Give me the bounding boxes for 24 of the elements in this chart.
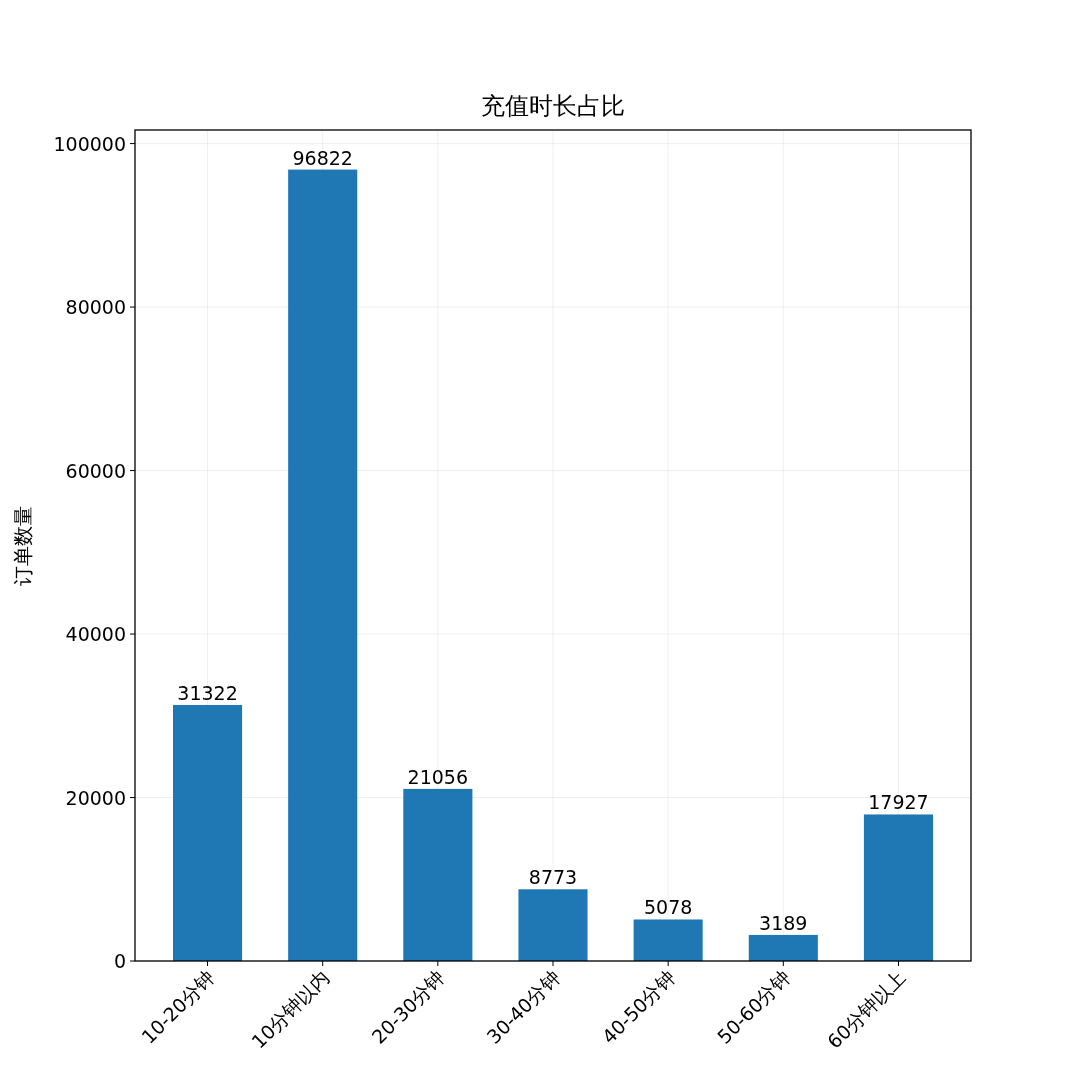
data-label: 5078 xyxy=(643,896,693,919)
x-tick-label: 60分钟以上 xyxy=(822,966,910,1053)
bar xyxy=(288,169,358,961)
bar xyxy=(403,788,473,961)
data-label: 17927 xyxy=(868,791,929,814)
bar xyxy=(518,889,588,961)
chart-title: 充值时长占比 xyxy=(481,92,625,120)
data-label: 31322 xyxy=(177,681,238,704)
y-tick-label: 40000 xyxy=(65,623,126,646)
bar xyxy=(173,704,243,961)
bar xyxy=(748,934,818,961)
bar xyxy=(633,919,703,961)
bar xyxy=(863,814,933,961)
y-tick-label: 80000 xyxy=(65,296,126,319)
x-tick-label: 10分钟以内 xyxy=(247,966,334,1053)
y-tick-label: 20000 xyxy=(65,786,126,809)
y-tick-label: 100000 xyxy=(53,132,126,155)
y-axis-title: 订单数量 xyxy=(11,505,35,586)
data-label: 3189 xyxy=(759,911,808,934)
y-tick-label: 60000 xyxy=(65,459,126,482)
data-label: 96822 xyxy=(292,146,353,169)
data-label: 21056 xyxy=(407,765,469,788)
y-tick-label: 0 xyxy=(113,950,126,972)
data-label: 8773 xyxy=(528,866,578,889)
